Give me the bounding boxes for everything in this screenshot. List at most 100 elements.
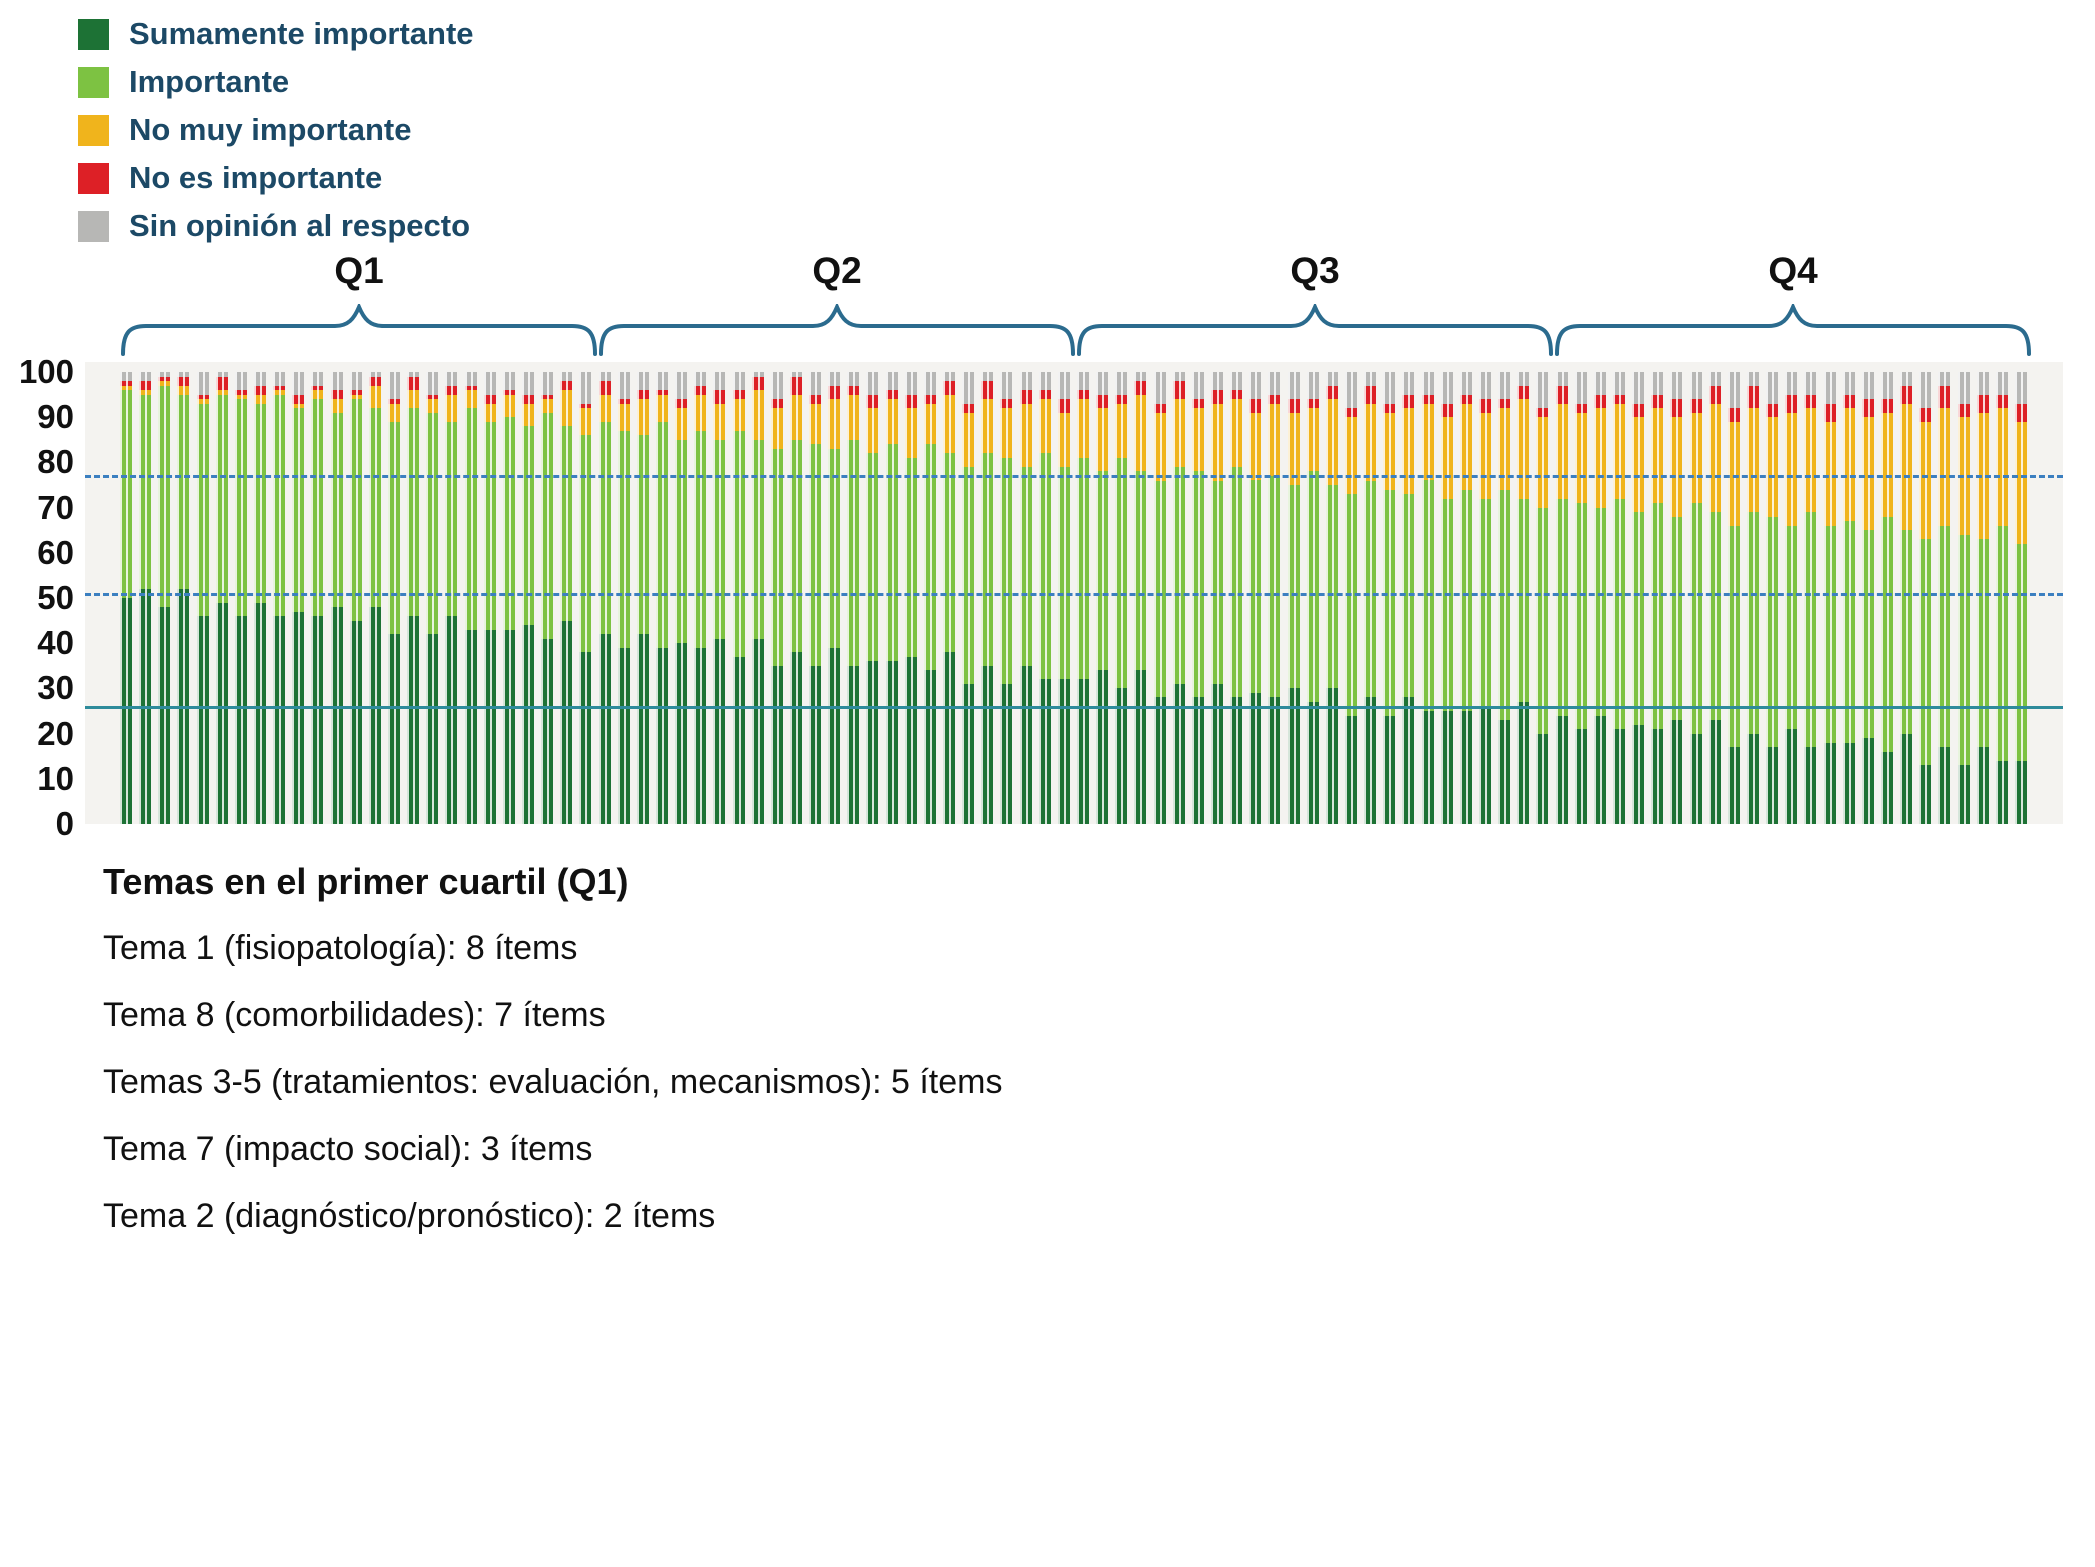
bar: [1478, 372, 1491, 824]
bar-segment-no_muy: [1612, 403, 1625, 499]
bar-segment-no_es: [789, 376, 802, 395]
bar-segment-importante: [1651, 503, 1664, 730]
bar: [368, 372, 381, 824]
bar-segment-importante: [1785, 525, 1798, 730]
bar-segment-importante: [120, 390, 132, 598]
bar-segment-importante: [1077, 457, 1090, 680]
bar-segment-importante: [445, 421, 458, 617]
bar-segment-no_muy: [1861, 417, 1874, 531]
bar-segment-importante: [560, 426, 573, 621]
bar-segment-no_muy: [751, 390, 764, 440]
bar-segment-sin_opinion: [1268, 372, 1281, 395]
bar-segment-sin_opinion: [636, 372, 649, 391]
bar-segment-no_muy: [1804, 408, 1817, 513]
bar: [1019, 372, 1032, 824]
bar-segment-no_es: [1402, 394, 1415, 409]
bar-segment-no_es: [1172, 381, 1185, 400]
bar: [139, 372, 152, 824]
bar-segment-sumamente: [1038, 679, 1051, 824]
bar-segment-importante: [292, 408, 305, 612]
bar-segment-sin_opinion: [1364, 372, 1377, 386]
bar-segment-sin_opinion: [560, 372, 573, 382]
bar-segment-no_muy: [1345, 417, 1357, 495]
bar-segment-importante: [1211, 480, 1224, 684]
bar-segment-importante: [1976, 539, 1989, 748]
bar-segment-sin_opinion: [1957, 372, 1970, 404]
bar-segment-no_es: [445, 385, 458, 395]
bar-segment-no_es: [770, 399, 783, 409]
bar: [847, 372, 860, 824]
bar-segment-sin_opinion: [1995, 372, 2008, 395]
legend-label: No muy importante: [129, 112, 412, 147]
bar-segment-sin_opinion: [904, 372, 917, 395]
y-axis-tick-label: 60: [37, 533, 74, 571]
bar-segment-no_es: [560, 381, 573, 391]
bar: [962, 372, 975, 824]
bar: [1766, 372, 1779, 824]
bar-segment-importante: [866, 453, 879, 662]
bar-segment-no_muy: [120, 385, 132, 391]
bar-segment-no_es: [1345, 408, 1357, 418]
bar-segment-importante: [1727, 525, 1740, 748]
bar-segment-no_muy: [1402, 408, 1415, 495]
bar-segment-sin_opinion: [579, 372, 592, 404]
bar: [1938, 372, 1951, 824]
bar: [1536, 372, 1549, 824]
bar: [1842, 372, 1855, 824]
bar-segment-sin_opinion: [1306, 372, 1319, 400]
bar-segment-sin_opinion: [1230, 372, 1243, 391]
bar-segment-no_es: [368, 376, 381, 386]
bar-segment-sumamente: [1478, 706, 1491, 824]
bar-segment-sumamente: [981, 665, 994, 824]
bar-segment-sin_opinion: [407, 372, 420, 377]
bar-segment-sumamente: [253, 602, 266, 824]
bar-segment-no_es: [1880, 399, 1893, 413]
bar-segment-importante: [732, 430, 745, 657]
bar: [120, 372, 132, 824]
bar-segment-sin_opinion: [1345, 372, 1357, 409]
bar-segment-sumamente: [426, 634, 439, 824]
bar-segment-importante: [1440, 498, 1453, 711]
bar-segment-sin_opinion: [445, 372, 458, 386]
bar-segment-no_es: [1038, 390, 1051, 400]
bar-segment-sin_opinion: [1096, 372, 1109, 395]
bar-segment-no_muy: [675, 408, 688, 440]
bar-segment-importante: [655, 421, 668, 648]
bar-segment-no_es: [1459, 394, 1472, 404]
bar-segment-no_muy: [1478, 412, 1491, 499]
bar-segment-sin_opinion: [1785, 372, 1798, 395]
bar-segment-no_es: [1900, 385, 1913, 404]
bar-segment-no_muy: [445, 394, 458, 422]
bar-segment-importante: [196, 403, 209, 617]
bar-segment-importante: [1383, 489, 1396, 716]
bar-segment-sumamente: [1976, 747, 1989, 824]
bar: [196, 372, 209, 824]
bar-segment-sin_opinion: [1421, 372, 1434, 395]
bar-segment-no_es: [1938, 385, 1951, 409]
bar-segment-no_es: [981, 381, 994, 400]
bar-segment-importante: [1842, 521, 1855, 743]
bar-segment-sin_opinion: [732, 372, 745, 391]
bar-segment-sin_opinion: [196, 372, 209, 395]
bar: [387, 372, 400, 824]
bar-segment-importante: [1096, 471, 1109, 671]
bar-segment-no_muy: [1019, 403, 1032, 467]
bar-segment-sin_opinion: [1593, 372, 1606, 395]
bar-segment-sin_opinion: [215, 372, 228, 377]
bar-segment-sin_opinion: [770, 372, 783, 400]
bar: [1459, 372, 1472, 824]
bar-segment-no_muy: [1057, 412, 1070, 467]
bar-segment-importante: [502, 417, 515, 630]
bar-segment-sumamente: [1440, 711, 1453, 824]
bar-segment-sin_opinion: [1861, 372, 1874, 400]
bar-segment-no_muy: [1364, 403, 1377, 481]
bar-segment-no_es: [1823, 403, 1836, 422]
bar: [1038, 372, 1051, 824]
bar: [1402, 372, 1415, 824]
bar-segment-no_muy: [1689, 412, 1702, 504]
bar-segment-sin_opinion: [1536, 372, 1549, 409]
bar: [1306, 372, 1319, 824]
bar-segment-no_es: [1306, 399, 1319, 409]
bar: [1364, 372, 1377, 824]
quartile-brace-icon: [1077, 304, 1553, 356]
